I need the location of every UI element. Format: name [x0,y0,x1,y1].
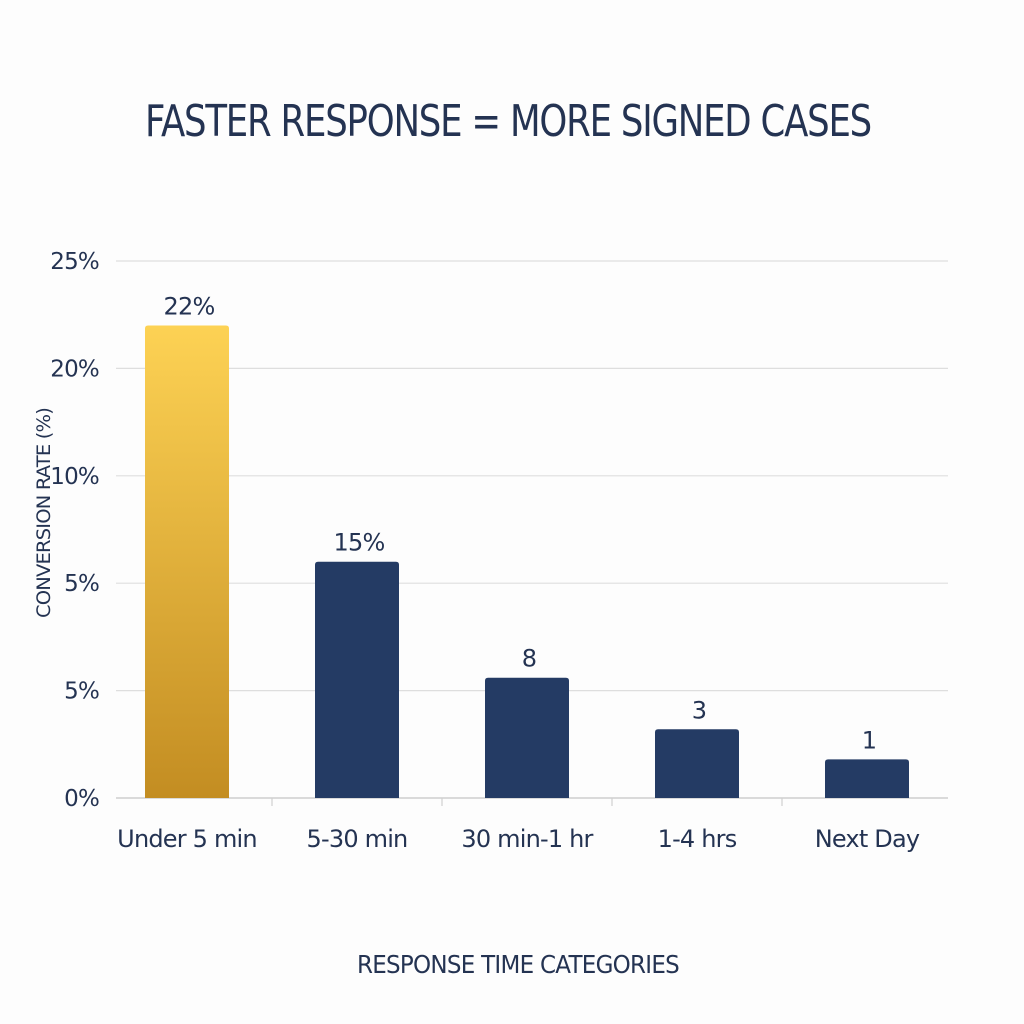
bar-1-4-hrs [655,729,739,798]
y-tick-label: 20% [50,356,99,382]
chart-title: FASTER RESPONSE = MORE SIGNED CASES [145,96,871,147]
x-tick-label: Under 5 min [117,825,257,853]
x-axis-label: RESPONSE TIME CATEGORIES [357,950,679,979]
y-axis-label: CONVERSION RATE (%) [33,408,55,618]
y-tick-label: 5% [64,679,99,705]
bar-value-label: 3 [692,696,706,724]
bar-value-label: 22% [164,292,215,320]
bar-under-5-min [145,325,229,798]
x-tick-label: 1-4 hrs [658,825,737,853]
y-tick-label: 10% [50,464,99,490]
bars [145,325,909,798]
bar-value-label: 1 [862,726,876,754]
y-tick-label: 25% [50,249,99,275]
x-axis-ticks: Under 5 min 5-30 min 30 min-1 hr 1-4 hrs Nex… [117,798,921,853]
bar-5-30-min [315,561,399,798]
bar-30-min-1-hr [485,677,569,798]
x-tick-label: 5-30 min [307,825,408,853]
x-tick-label: 30 min-1 hr [461,825,593,853]
data-labels: 22% 15% 8 3 1 [164,292,878,754]
bar-next-day [825,759,909,798]
y-tick-label: 0% [64,786,99,812]
y-axis-ticks: 0% 5% 5% 10% 20% 25% [50,249,100,812]
bar-value-label: 15% [334,529,385,557]
x-tick-label: Next Day [815,825,920,853]
bar-value-label: 8 [522,645,536,673]
y-tick-label: 5% [64,571,99,597]
